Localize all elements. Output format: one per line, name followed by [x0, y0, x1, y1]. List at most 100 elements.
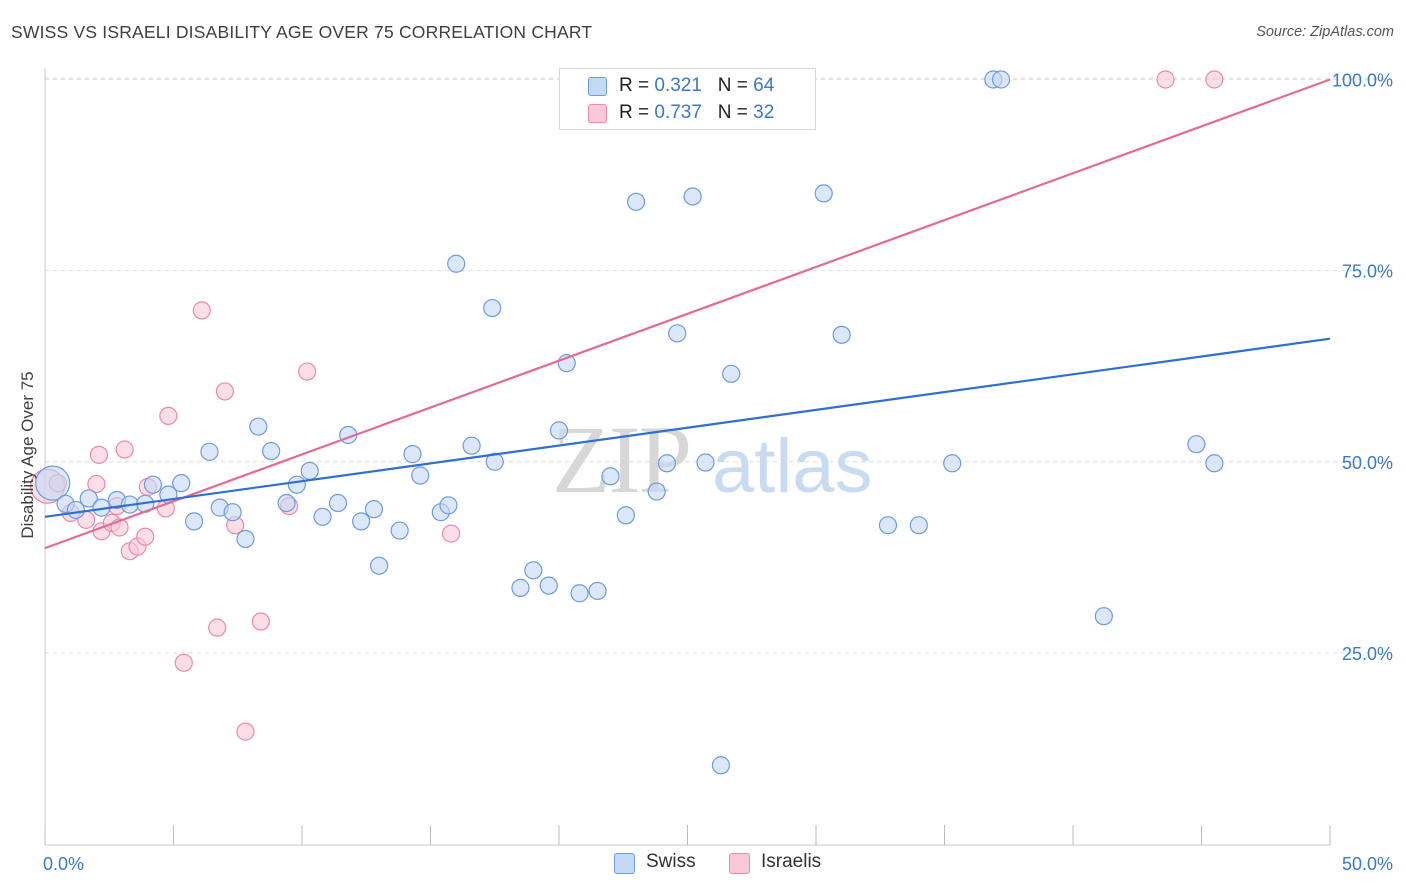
israelis-point [87, 474, 106, 494]
swiss-point [390, 521, 409, 540]
swiss-point [943, 454, 962, 473]
swiss-point [722, 364, 741, 383]
swiss-point [539, 576, 558, 595]
swiss-point [668, 324, 687, 343]
swiss-point [364, 500, 384, 519]
swiss-point [352, 512, 371, 531]
swiss-point [370, 556, 389, 575]
swiss-point [485, 452, 504, 471]
swiss-point [626, 192, 646, 211]
swiss-point [313, 507, 332, 526]
watermark-atlas: atlas [712, 424, 873, 509]
swiss-point [616, 506, 635, 525]
y-tick-label: 50.0% [1342, 453, 1393, 473]
swiss-point [909, 516, 928, 535]
israelis-point [441, 524, 461, 543]
swiss-point [236, 529, 255, 549]
swiss-point [35, 465, 71, 501]
israelis-swatch [729, 853, 750, 874]
n-value-swiss: 64 [753, 75, 775, 96]
israelis-point [136, 527, 155, 546]
y-tick-labels: 25.0% 50.0% 75.0% 100.0% [1332, 71, 1393, 664]
swiss-point [588, 581, 607, 601]
swiss-point [570, 584, 589, 603]
swiss-point [483, 298, 502, 318]
swiss-swatch [614, 853, 635, 874]
y-tick-label: 100.0% [1332, 71, 1393, 91]
x-tick-label: 50.0% [1342, 854, 1393, 874]
n-value-israelis: 32 [753, 102, 775, 123]
israelis-point [89, 445, 109, 464]
swiss-point [79, 489, 98, 508]
legend-label-swiss: Swiss [646, 851, 696, 872]
israelis-point [251, 612, 270, 631]
israelis-point [208, 618, 227, 637]
swiss-point [524, 561, 543, 580]
swiss-point [991, 70, 1011, 89]
swiss-point [832, 325, 851, 344]
swiss-point [328, 493, 348, 513]
chart-title: SWISS VS ISRAELI DISABILITY AGE OVER 75 … [11, 22, 593, 42]
source-label: Source: ZipAtlas.com [1256, 24, 1394, 40]
israelis-point [174, 653, 193, 672]
swiss-point [262, 441, 281, 461]
swiss-point [1094, 607, 1113, 626]
israelis-point [236, 722, 255, 741]
swiss-point [1187, 435, 1206, 454]
swiss-point [143, 475, 163, 494]
x-tick-labels: 0.0% 50.0% [43, 854, 1393, 874]
n-label: N = [717, 102, 748, 123]
y-axis-title: Disability Age Over 75 [18, 371, 37, 538]
r-value-israelis: 0.737 [654, 102, 702, 123]
swiss-point [647, 482, 666, 501]
israelis-point [1205, 70, 1224, 89]
israelis-point [159, 406, 178, 425]
swiss-point [683, 187, 702, 206]
israelis-trend-line [44, 78, 1331, 550]
swiss-point [300, 461, 319, 481]
swiss-points [35, 70, 1224, 775]
swiss-point [277, 493, 296, 513]
israelis-point [215, 382, 234, 401]
israelis-swatch [588, 104, 607, 123]
y-tick-label: 25.0% [1342, 644, 1393, 664]
y-tick-label: 75.0% [1342, 262, 1393, 282]
swiss-point [411, 466, 430, 485]
swiss-point [462, 436, 481, 455]
series-legend: Swiss Israelis [0, 850, 1406, 878]
swiss-point [249, 417, 268, 436]
swiss-point [511, 578, 530, 597]
swiss-point [711, 756, 731, 775]
swiss-point [447, 254, 466, 273]
swiss-point [200, 442, 219, 461]
swiss-point [549, 421, 569, 440]
swiss-point [439, 496, 458, 515]
r-label: R = [619, 75, 650, 96]
swiss-point [184, 512, 204, 531]
gridlines [45, 77, 1392, 654]
swiss-point [172, 474, 191, 493]
israelis-point [298, 362, 317, 381]
swiss-point [601, 467, 620, 486]
israelis-point [1156, 70, 1175, 89]
swiss-point [287, 475, 306, 494]
correlation-legend: R = 0.321 N = 64 R = 0.737 N = 32 [559, 68, 816, 130]
swiss-point [403, 445, 422, 464]
swiss-point [1205, 454, 1224, 473]
swiss-trend-line [44, 337, 1331, 518]
r-value-swiss: 0.321 [654, 75, 702, 96]
swiss-point [696, 453, 715, 472]
swiss-point [657, 454, 677, 473]
swiss-swatch [588, 77, 607, 96]
israelis-point [192, 301, 211, 320]
swiss-point [878, 516, 898, 535]
r-label: R = [619, 102, 650, 123]
n-label: N = [717, 75, 748, 96]
x-tick-label: 0.0% [43, 854, 84, 874]
israelis-point [115, 440, 134, 459]
axes [44, 68, 1331, 846]
legend-label-israelis: Israelis [761, 851, 822, 872]
watermark: ZIP atlas [552, 406, 873, 513]
swiss-point [814, 184, 833, 203]
